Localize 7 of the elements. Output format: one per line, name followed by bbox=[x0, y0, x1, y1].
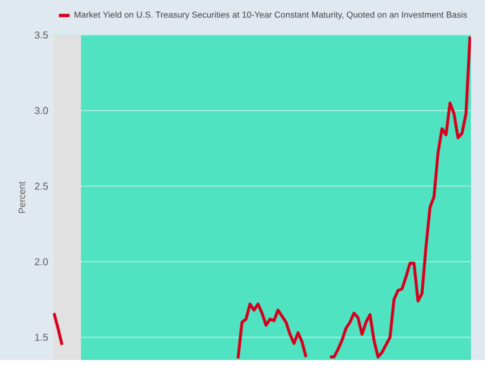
y-tick-label: 3.5 bbox=[34, 31, 48, 38]
y-tick-label: 1.5 bbox=[35, 334, 48, 341]
y-tick-label: 2.0 bbox=[34, 258, 48, 266]
legend-label: Market Yield on U.S. Treasury Securities at 10-Year Constant Maturity, Quoted on an Investment Basis bbox=[74, 11, 467, 20]
y-tick-label: 2.5 bbox=[34, 182, 48, 190]
y-axis-title: Percent bbox=[18, 181, 26, 213]
y-tick-label: 3.0 bbox=[34, 106, 48, 114]
